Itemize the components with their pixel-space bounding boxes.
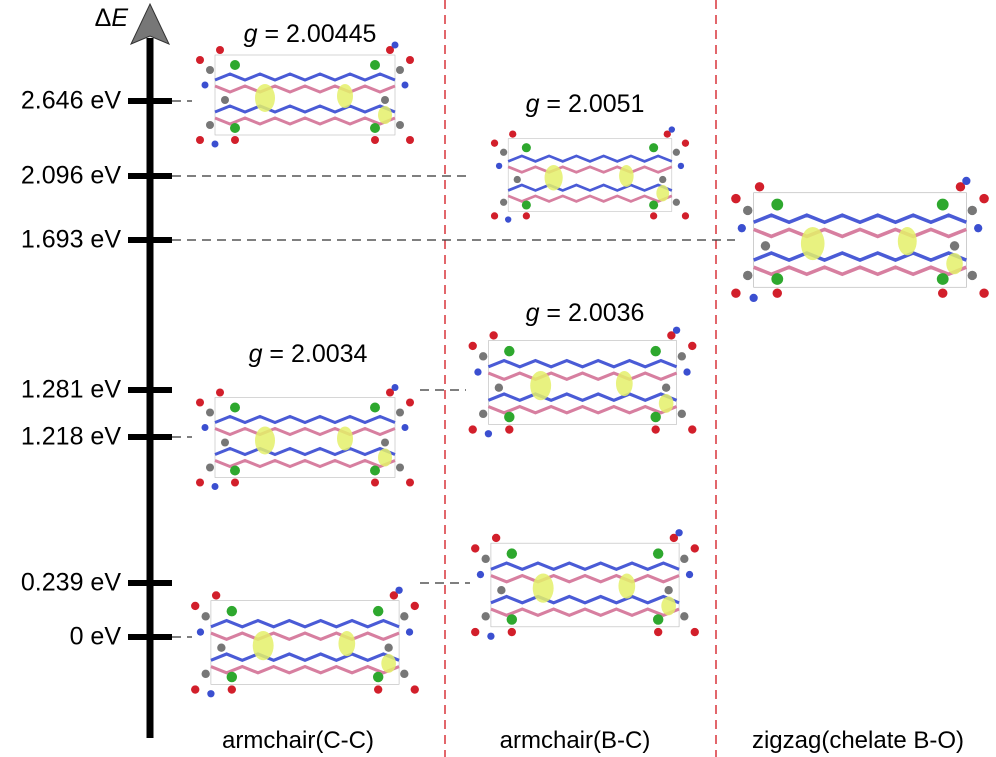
structure xyxy=(190,584,420,700)
g-symbol: g xyxy=(244,20,258,48)
g-factor: g = 2.0036 xyxy=(526,299,645,327)
structure xyxy=(470,527,700,642)
g-symbol: g xyxy=(526,299,540,327)
column-label: armchair(C-C) xyxy=(222,727,374,754)
axis-arrow xyxy=(129,2,171,45)
structure xyxy=(195,40,415,149)
level-label: 2.096 eV xyxy=(21,162,121,190)
level-label: 0 eV xyxy=(70,623,122,651)
g-value: = 2.0036 xyxy=(546,299,644,327)
level-label: 1.218 eV xyxy=(21,423,121,451)
column-label: zigzag(chelate B-O) xyxy=(752,727,964,754)
g-value: = 2.0034 xyxy=(269,340,367,368)
structure xyxy=(730,174,990,304)
g-factor: g = 2.0034 xyxy=(249,340,368,368)
structure xyxy=(489,125,691,225)
g-symbol: g xyxy=(249,340,263,368)
column-label: armchair(B-C) xyxy=(500,727,651,754)
level-label: 1.693 eV xyxy=(21,226,121,254)
axis-symbol: Δ xyxy=(95,4,112,32)
structure xyxy=(195,382,415,492)
g-symbol: g xyxy=(526,90,540,118)
structure xyxy=(466,325,699,439)
g-value: = 2.00445 xyxy=(264,20,376,48)
axis-variable: E xyxy=(111,4,128,32)
axis-label: ΔE xyxy=(95,4,129,32)
g-factor: g = 2.00445 xyxy=(244,20,377,48)
level-label: 1.281 eV xyxy=(21,376,121,404)
level-label: 2.646 eV xyxy=(21,87,121,115)
g-value: = 2.0051 xyxy=(546,90,644,118)
level-label: 0.239 eV xyxy=(21,569,121,597)
g-factor: g = 2.0051 xyxy=(526,90,645,118)
